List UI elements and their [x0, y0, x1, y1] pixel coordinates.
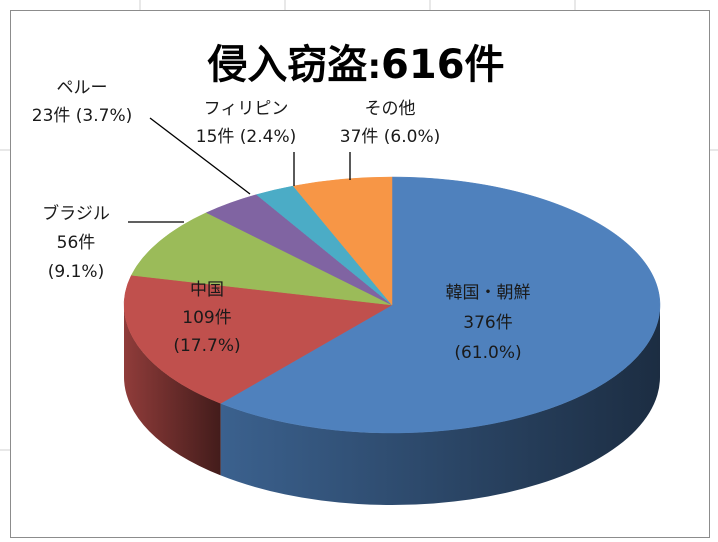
pie-slice-0[interactable] [220, 176, 661, 434]
data-label-slice-3: ペルー 23件 (3.7%) [32, 78, 133, 126]
leader-lines [128, 117, 351, 223]
data-label-count-label: 56件 [57, 233, 96, 253]
chart-title-count: 616件 [381, 42, 505, 88]
chart-title: 侵入窃盗:616件 [206, 42, 504, 88]
data-label-slice-2: ブラジル 56件 (9.1%) [42, 203, 110, 282]
chart-title-separator: : [367, 47, 381, 87]
data-label-value: 23件 (3.7%) [32, 106, 133, 126]
data-label-name: 韓国・朝鮮 [446, 283, 531, 303]
data-labels: 韓国・朝鮮 376件 (61.0%) 中国 109件 (17.7%) ブラジル 56件 (9.1… [32, 78, 531, 363]
pie-slices [123, 176, 661, 505]
chart-title-main: 侵入窃盗 [206, 42, 367, 88]
pie-slice-1[interactable] [123, 274, 393, 404]
data-label-pct-label: (9.1%) [48, 262, 104, 282]
data-label-pct-label: (61.0%) [454, 343, 521, 363]
data-label-slice-4: フィリピン 15件 (2.4%) [196, 99, 297, 147]
pie-wall-slice-0 [220, 305, 660, 505]
data-label-name: その他 [365, 99, 416, 119]
data-label-value: 37件 (6.0%) [340, 127, 441, 147]
pie-slice-5[interactable] [292, 176, 393, 306]
data-label-slice-1: 中国 109件 (17.7%) [173, 280, 240, 356]
data-label-name: フィリピン [204, 99, 289, 119]
data-label-value: 15件 (2.4%) [196, 127, 297, 147]
pie-wall-slice-1 [124, 305, 221, 476]
pie-slice-2[interactable] [130, 212, 393, 306]
data-label-slice-5: その他 37件 (6.0%) [340, 99, 441, 147]
leader-line-slice-3 [149, 117, 251, 195]
data-label-name: 中国 [190, 280, 224, 300]
data-label-slice-0: 韓国・朝鮮 376件 (61.0%) [446, 283, 531, 363]
data-label-name: ブラジル [42, 203, 110, 224]
data-label-name: ペルー [57, 78, 108, 98]
data-label-count-label: 376件 [463, 313, 512, 333]
data-label-pct-label: (17.7%) [173, 336, 240, 356]
data-label-count-label: 109件 [182, 308, 231, 328]
